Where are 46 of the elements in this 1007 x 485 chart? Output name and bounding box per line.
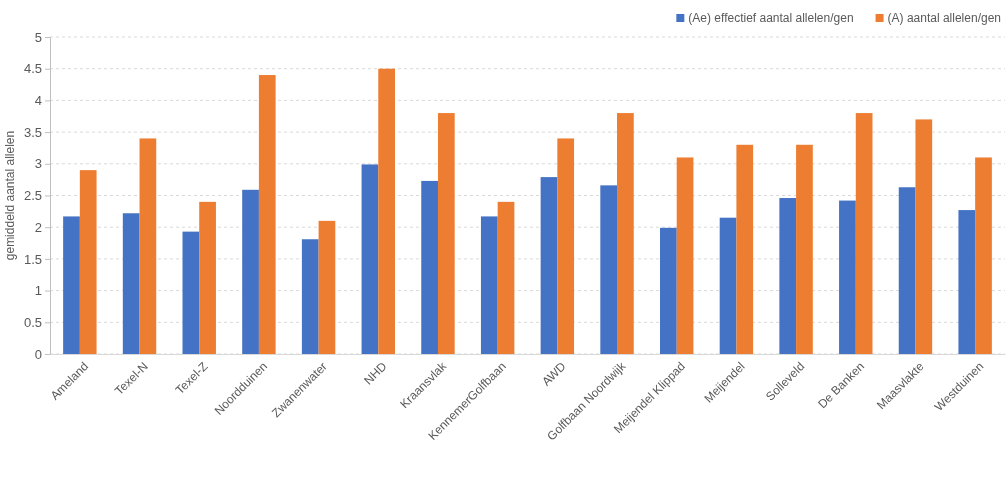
bar — [839, 200, 856, 354]
y-tick-label: 3.5 — [23, 124, 42, 140]
bar — [736, 144, 754, 354]
bar — [361, 164, 379, 354]
bar — [617, 113, 634, 354]
y-tick-label: 2 — [34, 219, 42, 235]
y-tick-label: 4 — [34, 93, 42, 109]
bar — [796, 144, 813, 354]
bar — [915, 119, 933, 354]
bar — [958, 210, 976, 354]
bar — [855, 113, 873, 354]
bar — [79, 170, 97, 354]
bar — [779, 198, 797, 354]
bar — [540, 177, 558, 354]
legend-label: (Ae) effectief aantal allelen/gen — [688, 11, 854, 25]
bar — [676, 157, 694, 354]
bar — [63, 216, 80, 354]
y-tick-label: 0.5 — [23, 314, 42, 330]
y-tick-label: 1 — [34, 283, 42, 299]
bar — [660, 227, 677, 354]
bar — [975, 157, 992, 354]
y-tick-label: 3 — [34, 156, 42, 172]
bar — [199, 201, 216, 354]
bar — [437, 113, 455, 354]
y-axis-title: gemiddeld aantal allelen — [3, 130, 17, 261]
bar — [421, 180, 438, 354]
bar — [600, 185, 618, 354]
bar — [122, 213, 140, 354]
bar — [480, 216, 498, 354]
bar — [557, 138, 575, 354]
bar — [898, 187, 916, 354]
bar — [242, 189, 259, 354]
y-tick-label: 1.5 — [23, 251, 42, 267]
bar — [182, 231, 200, 354]
bar — [378, 68, 395, 354]
bar — [139, 138, 157, 354]
bar — [301, 239, 319, 354]
bar — [318, 220, 336, 354]
bar — [258, 75, 276, 354]
y-tick-label: 4.5 — [23, 61, 42, 77]
legend-label: (A) aantal allelen/gen — [887, 11, 1001, 25]
y-tick-label: 2.5 — [23, 188, 42, 204]
bar — [497, 201, 515, 354]
y-tick-label: 5 — [34, 29, 42, 45]
y-tick-label: 0 — [34, 346, 42, 362]
bar — [719, 217, 737, 354]
